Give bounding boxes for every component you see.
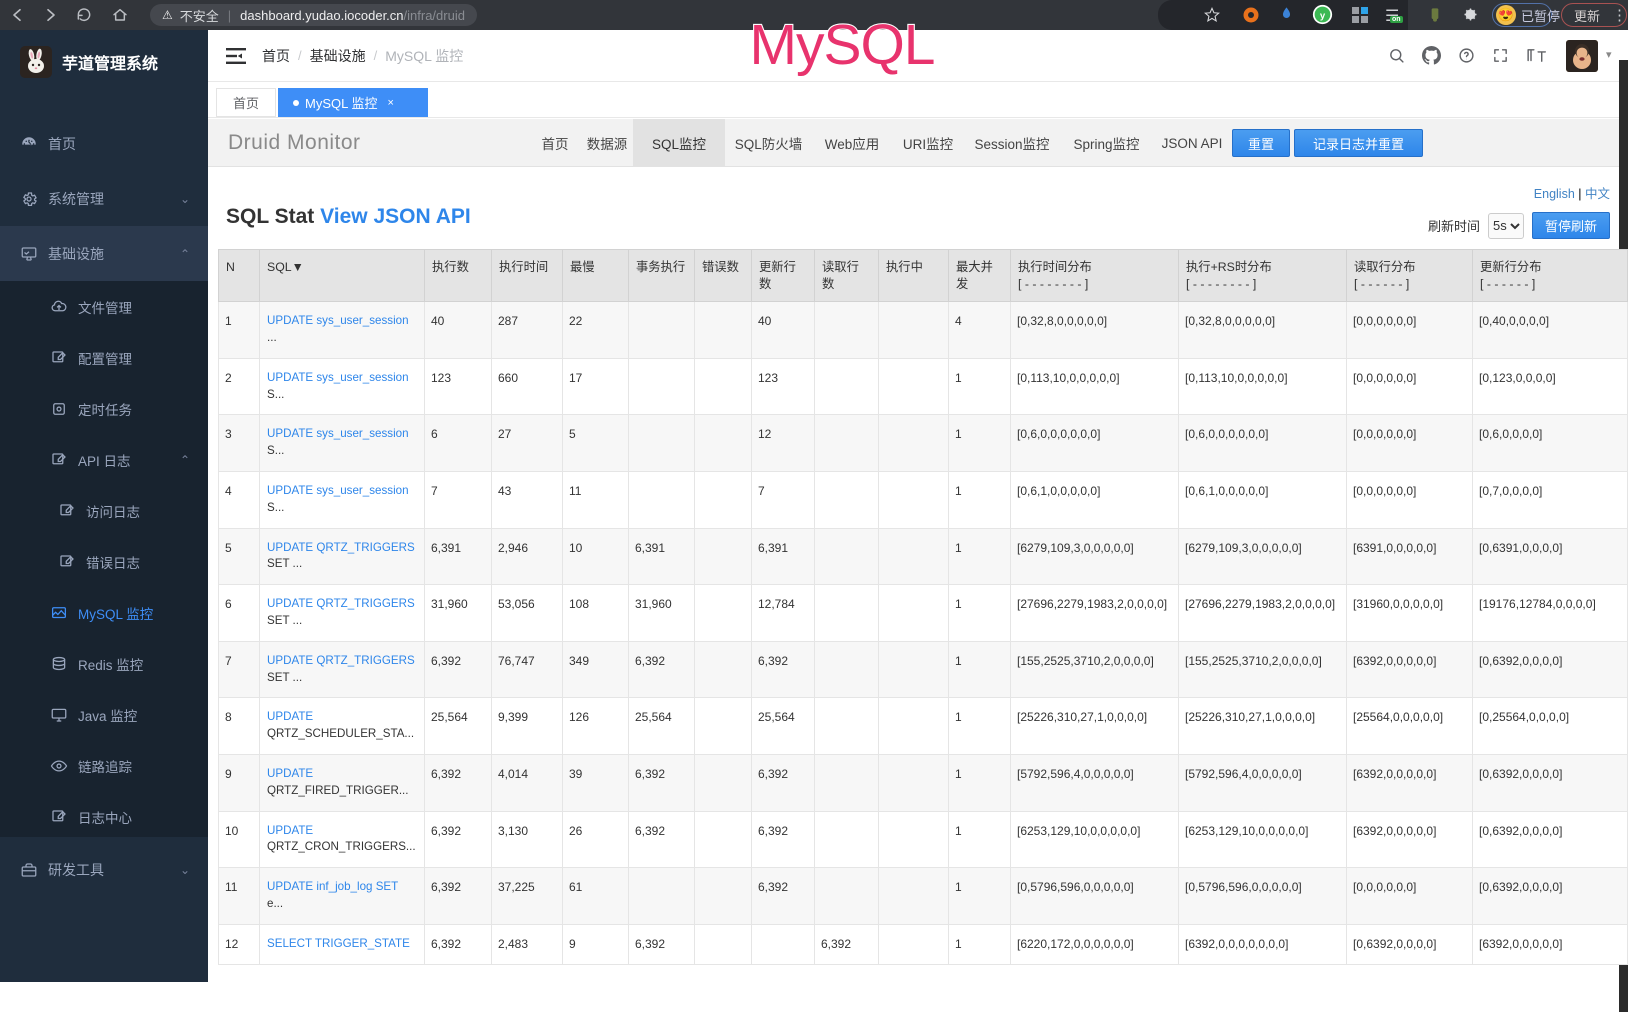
svg-text:y: y <box>1320 10 1326 21</box>
